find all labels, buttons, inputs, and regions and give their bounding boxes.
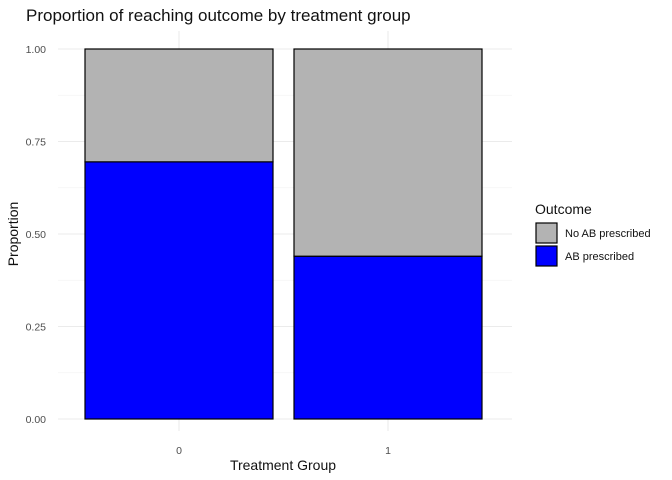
x-tick-label: 0 xyxy=(176,445,182,457)
y-tick-label: 1.00 xyxy=(26,44,47,56)
chart-title: Proportion of reaching outcome by treatm… xyxy=(26,6,411,25)
bar-no-ab-prescribed-group-1 xyxy=(293,48,483,257)
legend-title: Outcome xyxy=(535,201,592,217)
y-axis-ticks: 0.00 0.25 0.50 0.75 1.00 xyxy=(26,44,47,426)
y-tick-label: 0.00 xyxy=(26,414,47,426)
legend-label-ab-prescribed: AB prescribed xyxy=(565,251,634,263)
legend-swatch-no-ab-prescribed xyxy=(535,222,558,244)
legend: Outcome No AB prescribed AB prescribed xyxy=(535,201,651,267)
y-tick-label: 0.75 xyxy=(26,137,47,149)
bar-ab-prescribed-group-1 xyxy=(293,255,483,420)
y-tick-label: 0.25 xyxy=(26,322,47,334)
bar-ab-prescribed-group-0 xyxy=(84,161,274,420)
y-axis-title: Proportion xyxy=(5,202,21,267)
legend-label-no-ab-prescribed: No AB prescribed xyxy=(565,228,651,240)
x-axis-title: Treatment Group xyxy=(230,457,336,473)
y-tick-label: 0.50 xyxy=(26,229,47,241)
bars xyxy=(84,48,483,420)
bar-no-ab-prescribed-group-0 xyxy=(84,48,274,163)
x-tick-label: 1 xyxy=(385,445,391,457)
legend-swatch-ab-prescribed xyxy=(535,245,558,267)
